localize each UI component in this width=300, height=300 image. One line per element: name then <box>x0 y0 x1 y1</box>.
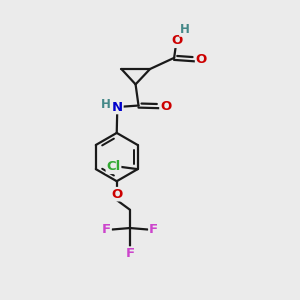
Text: N: N <box>112 100 123 113</box>
Text: F: F <box>102 223 111 236</box>
Text: H: H <box>101 98 111 111</box>
Text: O: O <box>111 188 122 201</box>
Text: H: H <box>180 23 190 36</box>
Text: Cl: Cl <box>106 160 121 173</box>
Text: O: O <box>171 34 182 47</box>
Text: O: O <box>160 100 171 112</box>
Text: F: F <box>125 247 134 260</box>
Text: F: F <box>149 223 158 236</box>
Text: O: O <box>196 53 207 66</box>
